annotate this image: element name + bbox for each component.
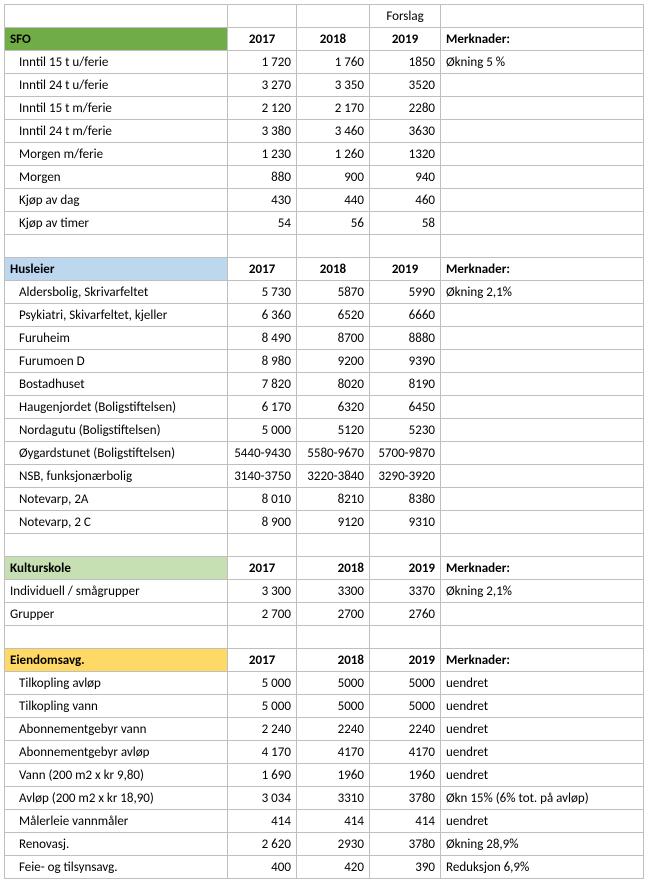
table-row: Kjøp av dag430440460 [5, 189, 644, 212]
forslag-label: Forslag [369, 5, 440, 28]
table-row: Feie- og tilsynsavg.400420390Reduksjon 6… [5, 856, 644, 879]
table-row: Aldersbolig, Skrivarfeltet5 73058705990Ø… [5, 281, 644, 304]
table-row: Kjøp av timer545658 [5, 212, 644, 235]
table-row: Furumoen D8 98092009390 [5, 350, 644, 373]
table-row: Notevarp, 2A8 01082108380 [5, 488, 644, 511]
table-row: Vann (200 m2 x kr 9,80)1 69019601960uend… [5, 764, 644, 787]
table-row: Morgen880900940 [5, 166, 644, 189]
forslag-header-row: Forslag [5, 5, 644, 28]
table-row: Individuell / smågrupper3 30033003370Økn… [5, 580, 644, 603]
table-row: Haugenjordet (Boligstiftelsen)6 17063206… [5, 396, 644, 419]
year-2018: 2018 [296, 28, 369, 51]
year-2017: 2017 [228, 28, 297, 51]
table-row: Grupper2 70027002760 [5, 603, 644, 626]
table-row: Abonnementgebyr avløp4 17041704170uendre… [5, 741, 644, 764]
table-row: Tilkopling vann5 00050005000uendret [5, 695, 644, 718]
table-row: Nordagutu (Boligstiftelsen)5 00051205230 [5, 419, 644, 442]
kulturskole-header-row: Kulturskole 2017 2018 2019 Merknader: [5, 557, 644, 580]
kulturskole-title: Kulturskole [5, 557, 228, 580]
table-row: Psykiatri, Skivarfeltet, kjeller6 360652… [5, 304, 644, 327]
table-row: Inntil 24 t u/ferie3 2703 3503520 [5, 74, 644, 97]
table-row: Renovasj.2 62029303780Økning 28,9% [5, 833, 644, 856]
table-row: NSB, funksjonærbolig3140-37503220-384032… [5, 465, 644, 488]
table-row: Målerleie vannmåler414414414uendret [5, 810, 644, 833]
table-row: Avløp (200 m2 x kr 18,90)3 03433103780Øk… [5, 787, 644, 810]
spacer-row [5, 235, 644, 258]
table-row: Øygardstunet (Boligstiftelsen)5440-94305… [5, 442, 644, 465]
sfo-title: SFO [5, 28, 228, 51]
table-row: Morgen m/ferie1 2301 2601320 [5, 143, 644, 166]
table-row: Inntil 15 t u/ferie1 7201 7601850Økning … [5, 51, 644, 74]
table-row: Bostadhuset7 82080208190 [5, 373, 644, 396]
husleier-title: Husleier [5, 258, 228, 281]
table-row: Notevarp, 2 C8 90091209310 [5, 511, 644, 534]
table-row: Inntil 24 t m/ferie3 3803 4603630 [5, 120, 644, 143]
table-row: Furuheim8 49087008880 [5, 327, 644, 350]
eiendom-header-row: Eiendomsavg. 2017 2018 2019 Merknader: [5, 649, 644, 672]
sfo-header-row: SFO 2017 2018 2019 Merknader: [5, 28, 644, 51]
table-row: Inntil 15 t m/ferie2 1202 1702280 [5, 97, 644, 120]
husleier-header-row: Husleier 2017 2018 2019 Merknader: [5, 258, 644, 281]
table-row: Abonnementgebyr vann2 24022402240uendret [5, 718, 644, 741]
year-2019: 2019 [369, 28, 440, 51]
eiendom-title: Eiendomsavg. [5, 649, 228, 672]
spacer-row [5, 534, 644, 557]
spacer-row [5, 626, 644, 649]
spreadsheet-table[interactable]: Forslag SFO 2017 2018 2019 Merknader: In… [4, 4, 644, 879]
table-row: Tilkopling avløp5 00050005000uendret [5, 672, 644, 695]
merknader-label: Merknader: [441, 28, 644, 51]
